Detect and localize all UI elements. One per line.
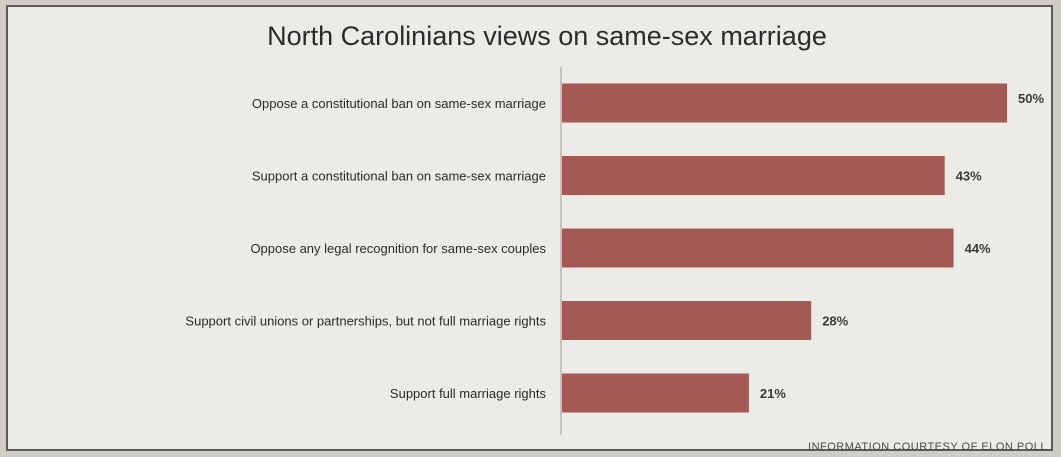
value-label: 28% (822, 314, 848, 329)
category-label: Oppose any legal recognition for same-se… (250, 241, 546, 256)
bar (562, 301, 812, 340)
bar (562, 228, 954, 268)
category-label: Oppose a constitutional ban on same-sex … (252, 96, 546, 111)
category-label: Support a constitutional ban on same-sex… (252, 169, 546, 184)
value-label: 21% (760, 386, 786, 401)
value-label: 44% (965, 241, 991, 256)
category-label: Support civil unions or partnerships, bu… (185, 314, 546, 329)
value-label: 50% (1018, 91, 1044, 106)
bar (562, 156, 945, 195)
chart-frame: North Carolinians views on same-sex marr… (6, 5, 1053, 453)
bar (562, 83, 1007, 123)
bar (562, 373, 749, 413)
category-label: Support full marriage rights (390, 386, 547, 401)
bars-group: Oppose a constitutional ban on same-sex … (185, 83, 1044, 413)
value-label: 43% (956, 169, 982, 184)
chart-title: North Carolinians views on same-sex marr… (267, 21, 827, 51)
source-note: INFORMATION COURTESY OF ELON POLL (808, 441, 1047, 453)
bar-chart: Oppose a constitutional ban on same-sex … (185, 67, 1044, 435)
